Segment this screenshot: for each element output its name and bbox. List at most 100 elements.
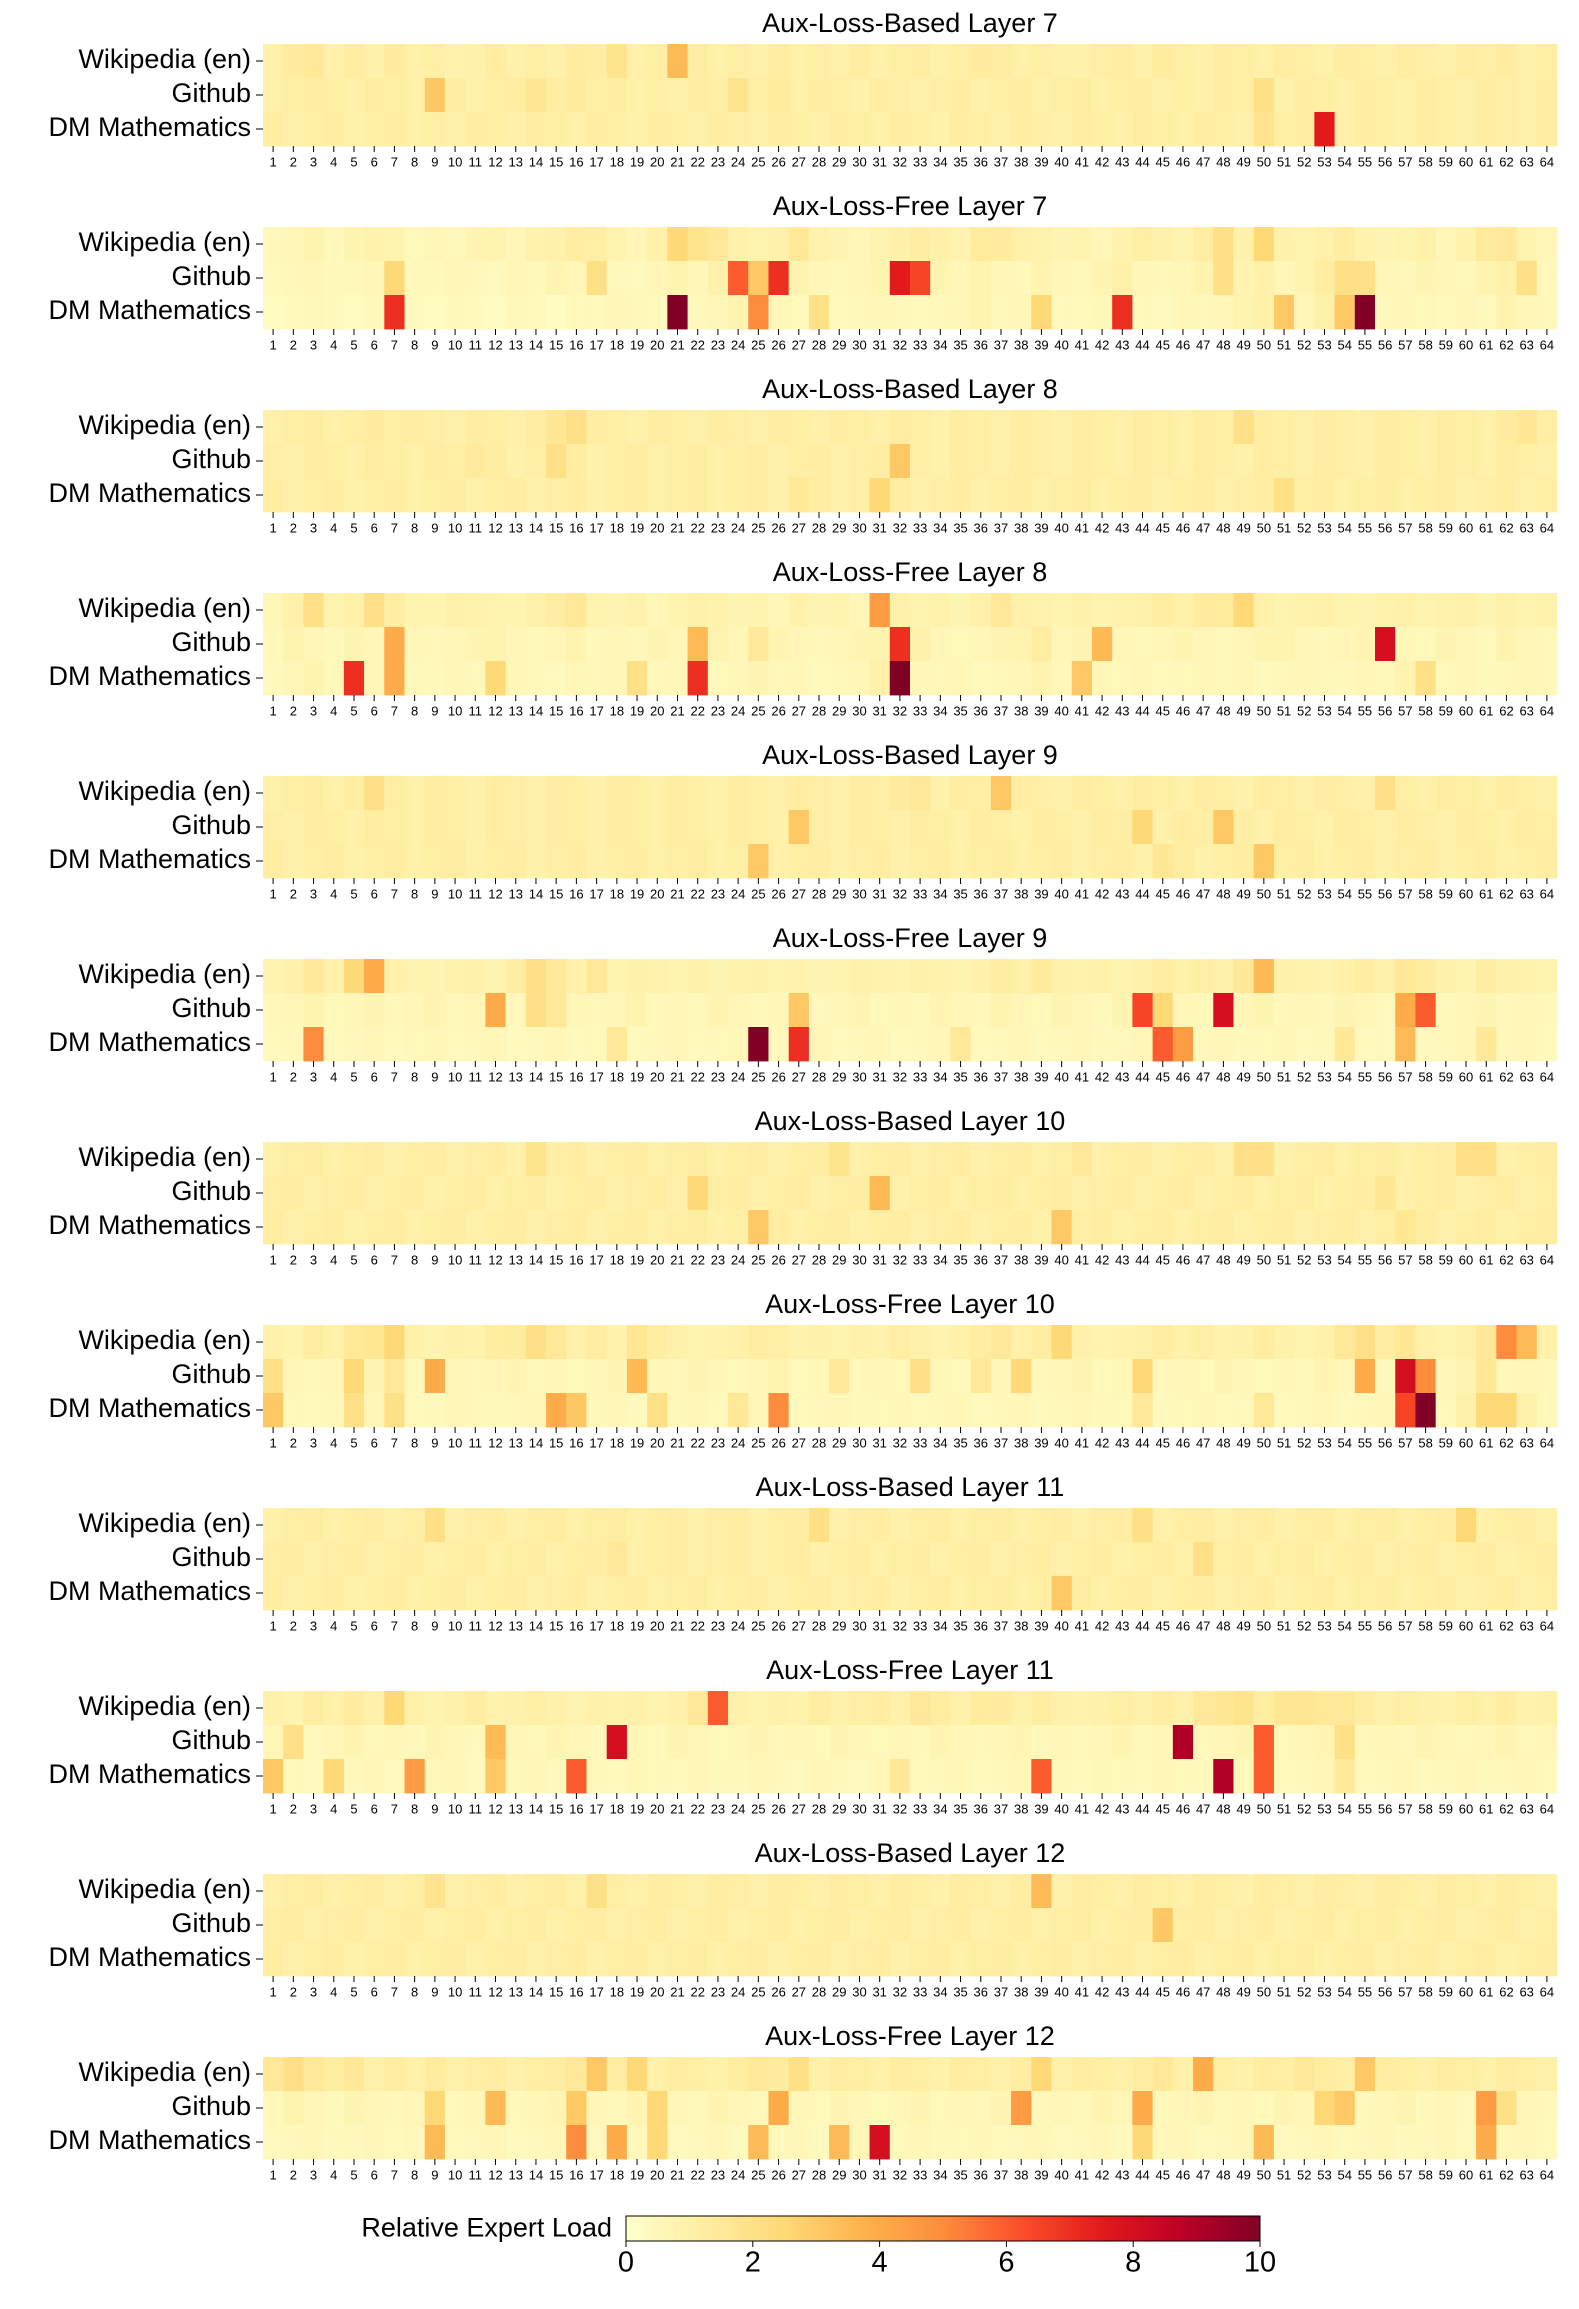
heatmap-cell	[465, 1874, 486, 1909]
heatmap-cell	[343, 261, 365, 296]
heatmap-cell	[566, 776, 587, 811]
heatmap-cell	[364, 1393, 385, 1428]
heatmap-cell	[687, 1508, 709, 1543]
x-tick-label: 40	[1054, 886, 1068, 901]
heatmap-cell	[768, 844, 790, 879]
x-tick-label: 17	[589, 337, 603, 352]
heatmap-cell	[384, 844, 405, 879]
heatmap-cell	[1476, 1027, 1497, 1062]
heatmap-cell	[1011, 1542, 1032, 1577]
heatmap-cell	[768, 410, 790, 445]
x-tick-label: 60	[1459, 1252, 1473, 1267]
heatmap-cell	[606, 1691, 628, 1726]
x-tick-label: 63	[1519, 1435, 1533, 1450]
heatmap-cell	[728, 1908, 749, 1943]
x-tick-label: 38	[1014, 337, 1028, 352]
heatmap-cell	[1294, 444, 1315, 479]
heatmap-cell	[950, 444, 972, 479]
heatmap-cell	[829, 844, 850, 879]
heatmap-cell	[1496, 1725, 1517, 1760]
x-tick-label: 21	[670, 2167, 684, 2182]
heatmap-cell	[1011, 776, 1032, 811]
heatmap-cell	[1314, 261, 1335, 296]
heatmap-cell	[849, 1176, 870, 1211]
x-tick-label: 5	[350, 520, 357, 535]
heatmap-cell	[748, 1874, 769, 1909]
heatmap-cell	[1476, 78, 1497, 113]
heatmap-cell	[808, 776, 830, 811]
heatmap-cell	[990, 1210, 1012, 1245]
x-tick-label: 28	[812, 520, 826, 535]
heatmap-cell	[829, 1691, 850, 1726]
heatmap-cell	[626, 627, 648, 662]
heatmap-cell	[1091, 1325, 1113, 1360]
heatmap-cell	[283, 593, 304, 628]
x-tick-label: 52	[1297, 1984, 1311, 1999]
heatmap-cell	[404, 1725, 426, 1760]
heatmap-cell	[263, 112, 284, 147]
heatmap-cell	[950, 2057, 972, 2092]
x-tick-label: 52	[1297, 703, 1311, 718]
heatmap-cell	[1395, 2091, 1416, 2126]
x-tick-label: 59	[1439, 520, 1453, 535]
x-tick-label: 5	[350, 1801, 357, 1816]
x-tick-label: 35	[953, 1801, 967, 1816]
heatmap-cell	[465, 444, 486, 479]
x-tick-label: 20	[650, 2167, 664, 2182]
heatmap-cell	[1071, 1759, 1093, 1794]
x-tick-label: 33	[913, 1618, 927, 1633]
heatmap-cell	[1536, 261, 1558, 296]
x-tick-label: 42	[1095, 337, 1109, 352]
x-tick-label: 24	[731, 337, 745, 352]
heatmap-cell	[768, 1142, 790, 1177]
heatmap-cell	[1496, 44, 1517, 79]
heatmap-cell	[364, 1210, 385, 1245]
heatmap-cell	[1536, 810, 1558, 845]
heatmap-cell	[1132, 810, 1154, 845]
heatmap-cell	[546, 1176, 567, 1211]
heatmap-cell	[444, 1576, 466, 1611]
heatmap-cell	[1112, 2091, 1133, 2126]
heatmap-cell	[1172, 993, 1194, 1028]
heatmap-cell	[1273, 444, 1295, 479]
x-tick-label: 37	[994, 1252, 1008, 1267]
heatmap-cell	[1132, 2125, 1154, 2160]
heatmap-cell	[586, 844, 608, 879]
x-tick-label: 55	[1358, 1984, 1372, 1999]
heatmap-cell	[1253, 1508, 1275, 1543]
heatmap-cell	[1031, 810, 1052, 845]
heatmap-cell	[869, 1393, 891, 1428]
heatmap-cell	[930, 295, 951, 330]
heatmap-cell	[1435, 1691, 1457, 1726]
heatmap-cell	[465, 295, 486, 330]
heatmap-cell	[1132, 410, 1154, 445]
heatmap-cell	[1334, 261, 1356, 296]
heatmap-cell	[505, 593, 527, 628]
heatmap-cell	[849, 261, 870, 296]
heatmap-cell	[343, 2057, 365, 2092]
x-tick-label: 43	[1115, 1618, 1129, 1633]
heatmap-cell	[485, 1691, 507, 1726]
x-tick-label: 28	[812, 703, 826, 718]
heatmap-cell	[586, 227, 608, 262]
heatmap-cell	[889, 1508, 911, 1543]
heatmap-cell	[303, 410, 325, 445]
heatmap-cell	[1314, 1210, 1335, 1245]
heatmap-cell	[1071, 627, 1093, 662]
heatmap-cell	[647, 410, 668, 445]
heatmap-cell	[869, 478, 891, 513]
heatmap-cell	[1455, 1393, 1477, 1428]
heatmap-cell	[788, 112, 810, 147]
heatmap-cell	[829, 261, 850, 296]
heatmap-cell	[1253, 1325, 1275, 1360]
heatmap-cell	[303, 810, 325, 845]
heatmap-cell	[1314, 627, 1335, 662]
heatmap-cell	[566, 227, 587, 262]
x-tick-label: 22	[690, 1618, 704, 1633]
heatmap-cell	[970, 844, 992, 879]
heatmap-cell	[1395, 410, 1416, 445]
x-tick-label: 11	[469, 154, 483, 169]
heatmap-cell	[1011, 44, 1032, 79]
heatmap-cell	[1071, 2057, 1093, 2092]
heatmap-cell	[970, 261, 992, 296]
